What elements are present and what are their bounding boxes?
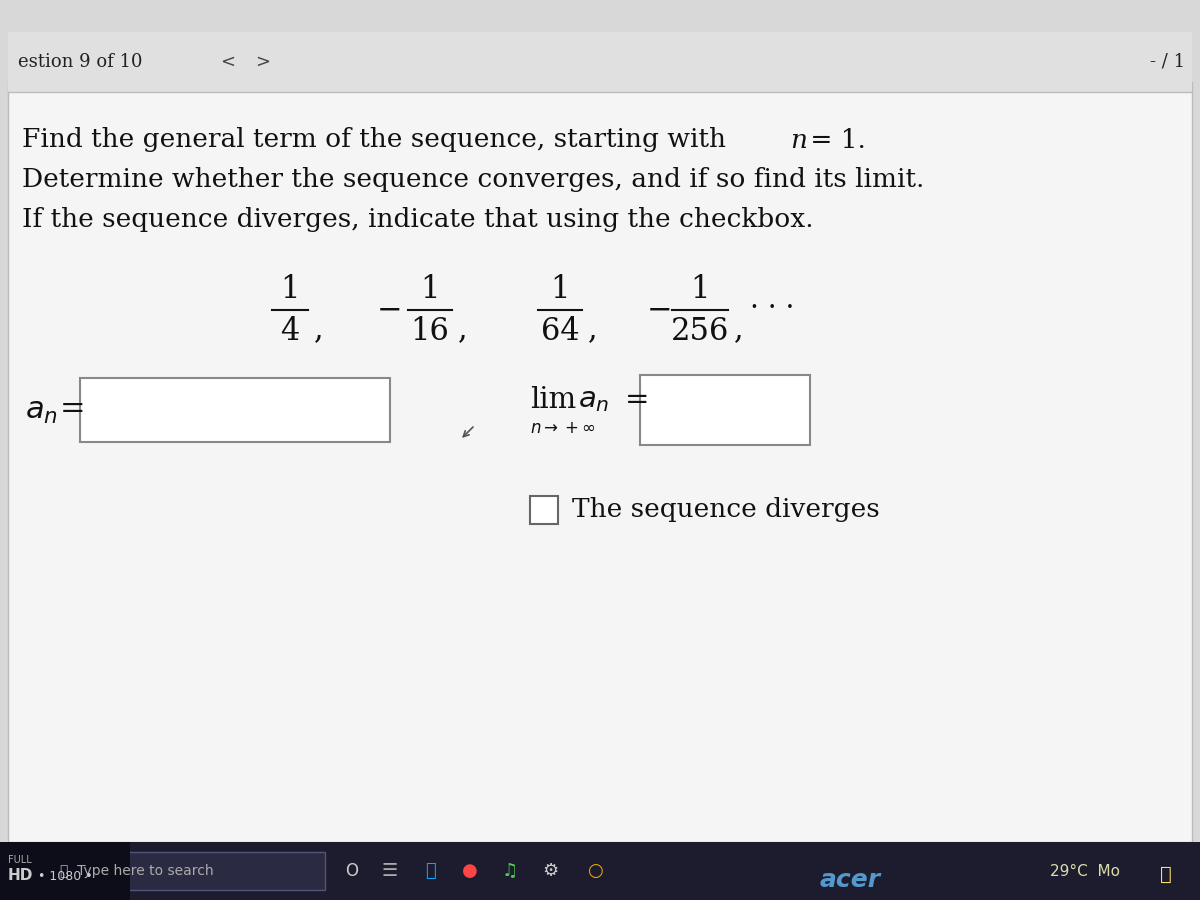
Text: Determine whether the sequence converges, and if so find its limit.: Determine whether the sequence converges… [22, 167, 924, 193]
Text: The sequence diverges: The sequence diverges [572, 498, 880, 523]
Text: = 1.: = 1. [802, 128, 866, 152]
Text: HD: HD [8, 868, 34, 884]
Text: ⚙: ⚙ [542, 862, 558, 880]
Text: 16: 16 [410, 317, 450, 347]
Text: O: O [346, 862, 358, 880]
Bar [0, 842, 1200, 900]
Text: 1: 1 [690, 274, 709, 305]
Text: −: − [377, 294, 402, 326]
Text: $n\rightarrow+\infty$: $n\rightarrow+\infty$ [530, 419, 595, 437]
Text: acer: acer [820, 868, 881, 892]
Text: - / 1: - / 1 [1150, 53, 1186, 71]
Text: 29°C  Mo: 29°C Mo [1050, 863, 1120, 878]
Text: 1: 1 [551, 274, 570, 305]
Text: ☰: ☰ [382, 862, 398, 880]
Text: • 1080 •: • 1080 • [38, 869, 92, 883]
Bar [8, 82, 1192, 842]
Bar [530, 496, 558, 524]
Text: 4: 4 [281, 317, 300, 347]
Text: ,: , [588, 314, 598, 346]
Text: n: n [790, 128, 808, 152]
Bar [28, 861, 36, 869]
Bar [0, 842, 130, 900]
Bar [28, 871, 36, 879]
Text: 64: 64 [541, 317, 580, 347]
Bar [18, 861, 26, 869]
Text: $a_n$: $a_n$ [25, 394, 58, 426]
Text: ○: ○ [587, 862, 602, 880]
Bar [46, 852, 325, 890]
Text: >: > [256, 53, 270, 71]
Bar [8, 32, 1192, 92]
Text: $a_n$: $a_n$ [578, 386, 610, 414]
Text: ♫: ♫ [502, 862, 518, 880]
Bar [640, 375, 810, 445]
Text: 256: 256 [671, 317, 730, 347]
Text: . . .: . . . [750, 286, 794, 313]
Text: =: = [60, 394, 85, 426]
Text: estion 9 of 10: estion 9 of 10 [18, 53, 143, 71]
Text: 1: 1 [420, 274, 439, 305]
Text: 1: 1 [281, 274, 300, 305]
Text: ●: ● [462, 862, 478, 880]
Text: If the sequence diverges, indicate that using the checkbox.: If the sequence diverges, indicate that … [22, 208, 814, 232]
Text: ⌕: ⌕ [425, 862, 436, 880]
Text: ,: , [314, 314, 324, 346]
Text: ,: , [458, 314, 468, 346]
Text: =: = [625, 386, 649, 414]
Text: 🌙: 🌙 [1160, 865, 1171, 884]
Text: −: − [647, 294, 672, 326]
Text: ,: , [734, 314, 744, 346]
Text: FULL: FULL [8, 855, 31, 865]
Text: Find the general term of the sequence, starting with: Find the general term of the sequence, s… [22, 128, 734, 152]
Bar [18, 871, 26, 879]
Bar [80, 378, 390, 442]
Text: lim: lim [530, 386, 576, 414]
Text: ⌕  Type here to search: ⌕ Type here to search [60, 864, 214, 878]
Text: <: < [220, 53, 235, 71]
